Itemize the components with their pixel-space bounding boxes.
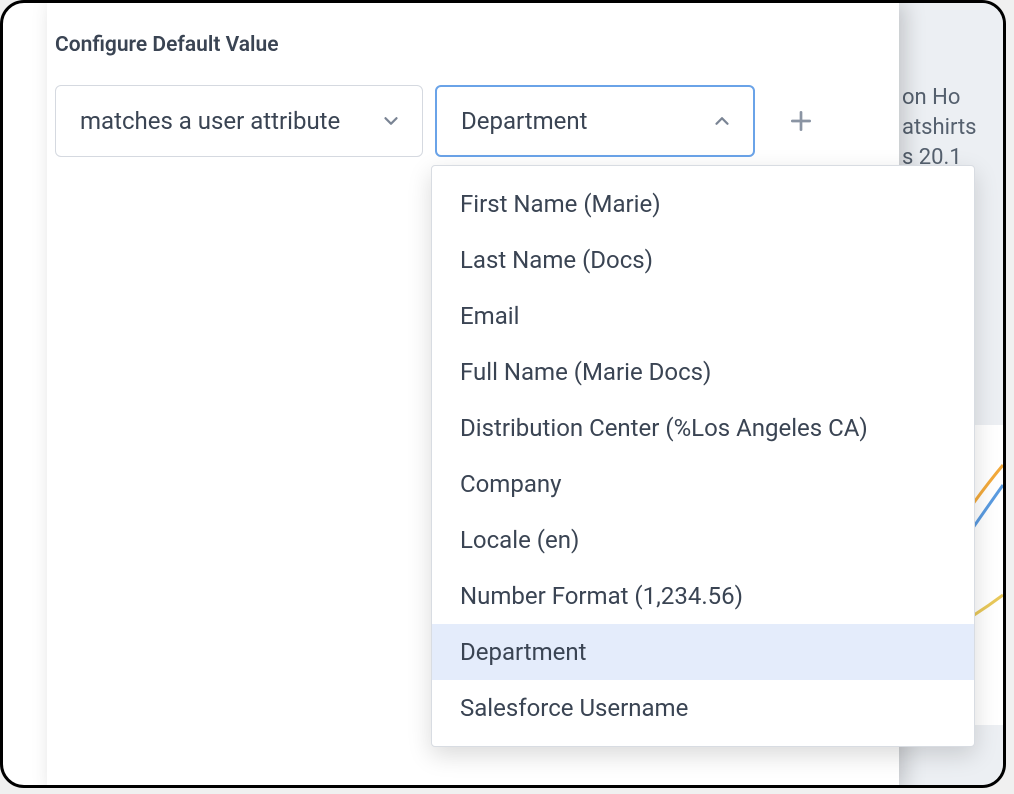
condition-select[interactable]: matches a user attribute — [55, 85, 423, 157]
configure-modal: Configure Default Value matches a user a… — [47, 3, 899, 788]
attribute-select-label: Department — [461, 107, 587, 135]
add-button[interactable] — [779, 99, 823, 143]
section-title: Configure Default Value — [55, 33, 279, 57]
attribute-dropdown-menu: First Name (Marie)Last Name (Docs)EmailF… — [431, 165, 975, 747]
attribute-select[interactable]: Department — [435, 85, 755, 157]
bg-line: atshirts — [902, 113, 977, 143]
bg-line: on Ho — [902, 83, 977, 113]
menu-item[interactable]: Full Name (Marie Docs) — [432, 344, 974, 400]
menu-item[interactable]: Number Format (1,234.56) — [432, 568, 974, 624]
menu-item[interactable]: Distribution Center (%Los Angeles CA) — [432, 400, 974, 456]
chevron-up-icon — [711, 110, 733, 132]
condition-select-label: matches a user attribute — [80, 107, 340, 135]
menu-item[interactable]: First Name (Marie) — [432, 176, 974, 232]
chevron-down-icon — [380, 110, 402, 132]
menu-item[interactable]: Salesforce Username — [432, 680, 974, 736]
menu-item[interactable]: Email — [432, 288, 974, 344]
menu-item[interactable]: Company — [432, 456, 974, 512]
controls-row: matches a user attribute Department — [55, 85, 823, 157]
menu-item[interactable]: Last Name (Docs) — [432, 232, 974, 288]
menu-item[interactable]: Locale (en) — [432, 512, 974, 568]
plus-icon — [788, 108, 814, 134]
menu-item[interactable]: Department — [432, 624, 974, 680]
window-frame: on Ho atshirts s 20.1 ees 81 s 1! Config… — [0, 0, 1006, 788]
